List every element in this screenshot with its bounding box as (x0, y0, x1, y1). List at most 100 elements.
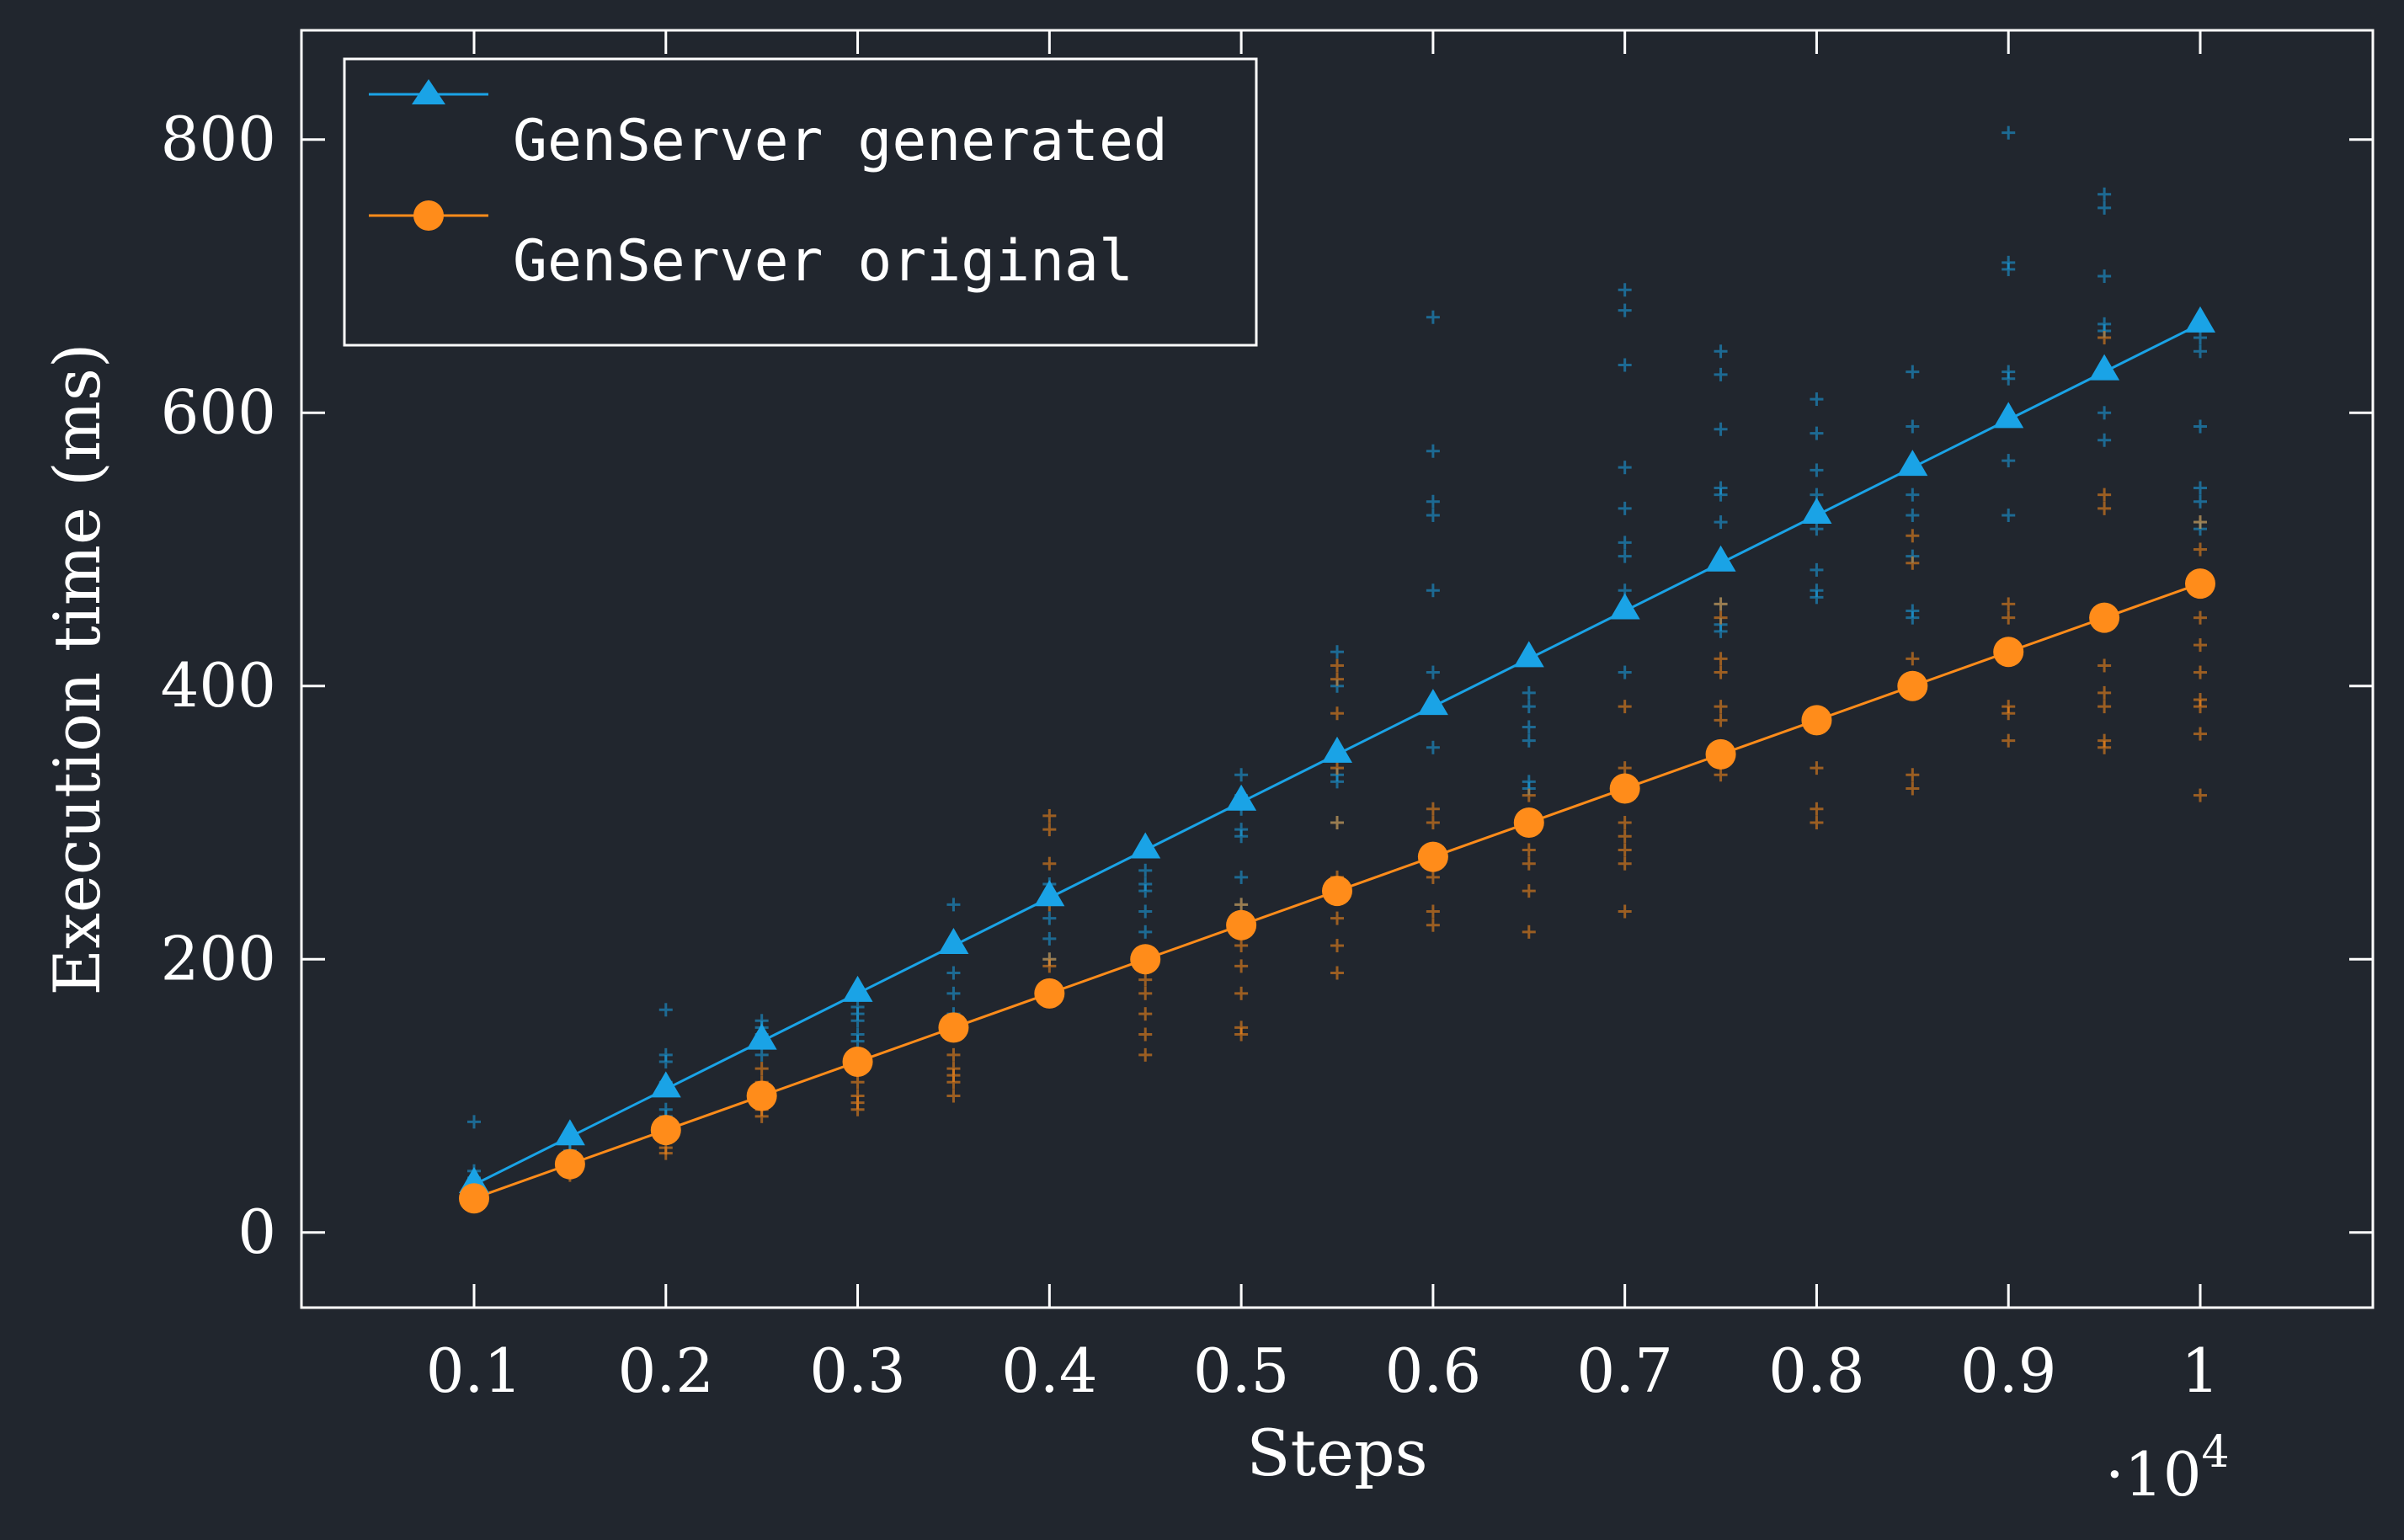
sample-point-generated (1330, 645, 1344, 659)
sample-point-original (1426, 870, 1440, 884)
sample-point-original (2098, 488, 2112, 502)
sample-point-original (1906, 652, 1920, 666)
sample-point-original (2002, 706, 2016, 721)
legend-label-generated: GenServer generated (513, 108, 1168, 174)
sample-point-original (1522, 788, 1536, 802)
marker-original (2185, 568, 2215, 599)
sample-point-original (1906, 781, 1920, 796)
sample-point-generated (1906, 508, 1920, 522)
x-tick-label: 0.9 (1960, 1335, 2057, 1406)
sample-point-generated (2098, 433, 2112, 447)
sample-point-generated (1138, 863, 1153, 877)
marker-original (842, 1046, 873, 1077)
marker-generated (554, 1119, 585, 1146)
sample-point-generated (1810, 426, 1824, 440)
sample-point-original (2098, 740, 2112, 754)
sample-point-original (946, 1047, 961, 1062)
sample-point-generated (1906, 610, 1920, 625)
sample-point-original (1618, 816, 1632, 830)
marker-original (1897, 670, 1928, 701)
sample-point-original (1234, 939, 1249, 953)
sample-point-generated (2098, 200, 2112, 215)
sample-point-original (2098, 685, 2112, 700)
sample-point-original (1522, 884, 1536, 898)
sample-point-original (1330, 761, 1344, 775)
sample-point-generated (1906, 419, 1920, 434)
sample-point-generated (946, 986, 961, 1000)
sample-point-generated (658, 1054, 673, 1068)
sample-point-generated (1906, 488, 1920, 502)
sample-point-original (1810, 761, 1824, 775)
x-axis-title: Steps (1246, 1415, 1427, 1490)
sample-point-generated (1426, 494, 1440, 509)
sample-point-generated (1618, 549, 1632, 563)
sample-point-original (1618, 904, 1632, 919)
sample-point-generated (1234, 829, 1249, 844)
sample-point-original (1138, 986, 1153, 1000)
sample-point-original (1330, 911, 1344, 925)
marker-generated (1417, 689, 1448, 716)
marker-generated (1322, 736, 1352, 763)
sample-point-generated (1618, 283, 1632, 297)
sample-point-generated (1138, 904, 1153, 919)
sample-point-generated (1810, 463, 1824, 477)
sample-point-generated (1138, 925, 1153, 939)
sample-point-generated (1810, 562, 1824, 577)
sample-point-generated (1618, 461, 1632, 475)
sample-point-original (850, 1102, 865, 1116)
sample-point-original (1138, 972, 1153, 987)
x-tick-label: 0.3 (809, 1335, 906, 1406)
marker-generated (842, 975, 873, 1002)
x-tick-label: 0.2 (618, 1335, 715, 1406)
sample-point-generated (1426, 740, 1440, 754)
marker-generated (1993, 402, 2024, 429)
legend: GenServer generated GenServer original (343, 57, 1258, 347)
sample-point-generated (946, 966, 961, 980)
sample-point-original (1906, 556, 1920, 570)
x-axis-multiplier: ·104 (2105, 1427, 2230, 1510)
sample-point-original (1618, 761, 1632, 775)
marker-original (650, 1115, 681, 1146)
sample-point-original (1618, 829, 1632, 844)
sample-point-original (1234, 986, 1249, 1000)
sample-point-generated (850, 1014, 865, 1028)
sample-point-original (2098, 700, 2112, 714)
sample-point-generated (1618, 665, 1632, 679)
sample-point-original (1330, 672, 1344, 686)
marker-generated (2089, 354, 2120, 381)
sample-point-original (2002, 733, 2016, 748)
y-tick-label: 0 (237, 1196, 276, 1267)
sample-point-original (754, 1062, 769, 1076)
sample-point-generated (1138, 884, 1153, 898)
marker-original (1609, 773, 1640, 804)
x-tick-label: 0.7 (1576, 1335, 1673, 1406)
sample-point-original (1234, 898, 1249, 912)
sample-point-original (1042, 959, 1057, 973)
sample-point-original (1042, 823, 1057, 837)
legend-box (343, 57, 1258, 347)
sample-point-generated (1522, 685, 1536, 700)
sample-point-original (1522, 925, 1536, 939)
marker-original (1417, 841, 1448, 872)
marker-original (1322, 876, 1352, 907)
x-multiplier-exponent: 4 (2202, 1427, 2230, 1478)
x-tick-label: 0.4 (1001, 1335, 1098, 1406)
marker-generated (2185, 306, 2215, 333)
sample-point-original (1330, 658, 1344, 673)
marker-original (459, 1183, 489, 1214)
sample-point-generated (2193, 419, 2207, 434)
x-tick-label: 1 (2181, 1335, 2220, 1406)
sample-point-generated (1042, 931, 1057, 946)
sample-point-original (946, 1089, 961, 1103)
sample-point-original (1426, 904, 1440, 919)
legend-marker-original-icon (413, 200, 444, 231)
sample-point-generated (1810, 522, 1824, 536)
sample-point-generated (1810, 590, 1824, 605)
x-tick-label: 0.1 (426, 1335, 523, 1406)
sample-point-original (1426, 802, 1440, 816)
sample-point-generated (1042, 911, 1057, 925)
marker-generated (938, 928, 969, 955)
sample-point-original (1234, 959, 1249, 973)
marker-original (1034, 978, 1065, 1009)
